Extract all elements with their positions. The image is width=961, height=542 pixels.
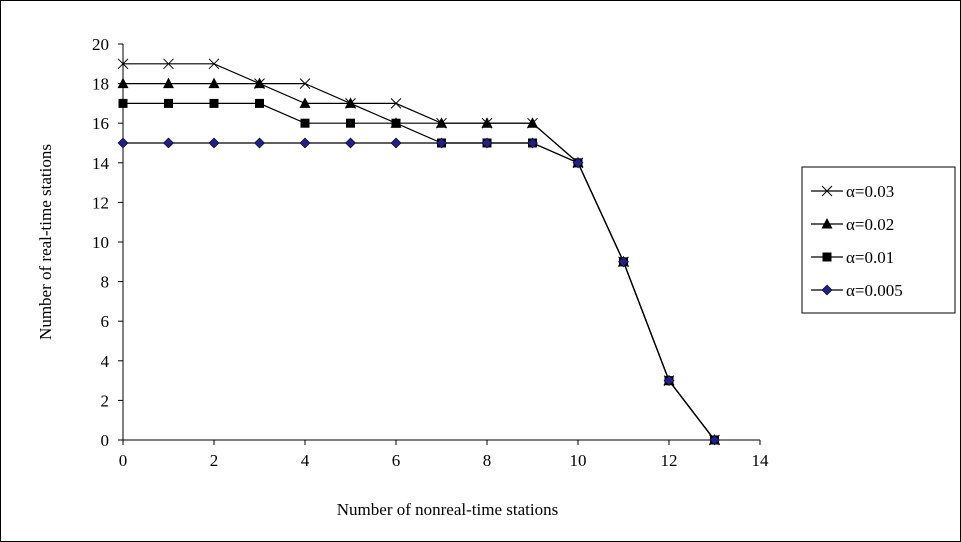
series-line-0 (123, 63, 715, 441)
data-point-s0-6-stroke (390, 98, 402, 109)
data-point-s1-1 (163, 77, 174, 89)
data-point-s3-12 (663, 375, 675, 387)
data-point-s0-0-stroke (117, 58, 129, 70)
data-point-s3-9 (527, 137, 538, 149)
data-point-s2-4 (300, 118, 310, 128)
data-point-s3-13 (709, 434, 720, 446)
data-point-s0-2-stroke (208, 58, 220, 70)
data-point-s0-1 (163, 58, 174, 70)
x-tick-label: 10 (570, 451, 587, 470)
data-point-s1-8 (481, 117, 493, 128)
legend-marker-3 (821, 284, 833, 296)
legend-marker-1 (821, 218, 833, 229)
y-tick-label: 12 (92, 193, 109, 212)
data-point-s3-1 (163, 137, 174, 149)
legend-marker-0 (821, 185, 833, 197)
legend-label-0: α=0.03 (846, 182, 894, 201)
data-point-s2-5 (346, 118, 355, 128)
data-point-s1-0 (117, 77, 129, 89)
legend-label-3: α=0.005 (846, 281, 903, 300)
y-tick-label: 0 (101, 431, 110, 450)
data-point-s3-0 (117, 137, 129, 149)
y-tick-label: 18 (92, 75, 109, 94)
x-axis-title: Number of nonreal-time stations (337, 500, 558, 519)
x-tick-label: 0 (119, 451, 128, 470)
data-point-s1-4 (299, 97, 311, 108)
data-point-s3-2 (208, 137, 220, 149)
x-tick-label: 4 (301, 451, 310, 470)
legend-label-2: α=0.01 (846, 248, 894, 267)
y-tick-label: 4 (101, 352, 110, 371)
y-axis-title: Number of real-time stations (36, 144, 55, 340)
data-point-s1-2 (208, 77, 220, 89)
x-tick-label: 6 (392, 451, 401, 470)
data-point-s3-4 (299, 137, 311, 149)
series-line-2 (123, 102, 715, 441)
data-point-s0-2 (208, 58, 220, 70)
data-point-s2-1 (164, 98, 173, 108)
y-tick-label: 14 (92, 154, 110, 173)
y-tick-label: 8 (101, 273, 110, 292)
data-point-s3-11 (618, 256, 629, 268)
legend-marker-2 (822, 252, 832, 262)
x-tick-label: 12 (661, 451, 678, 470)
y-tick-label: 6 (101, 312, 110, 331)
data-point-s1-7 (436, 117, 447, 128)
data-point-s2-0 (118, 98, 128, 108)
y-tick-label: 16 (92, 114, 109, 133)
data-point-s0-0 (117, 58, 129, 70)
x-tick-label: 8 (483, 451, 492, 470)
data-point-s0-4 (299, 78, 311, 89)
y-tick-label: 10 (92, 233, 109, 252)
y-tick-label: 20 (92, 35, 109, 54)
data-point-s0-4-stroke (299, 78, 311, 89)
x-tick-label: 14 (752, 451, 770, 470)
data-point-s1-3 (254, 77, 265, 89)
data-point-s3-7 (436, 137, 447, 149)
data-point-s0-6 (390, 98, 402, 109)
data-point-s3-8 (481, 137, 493, 149)
data-point-s2-6 (391, 118, 401, 128)
data-point-s1-5 (345, 97, 356, 108)
data-point-s3-5 (345, 137, 356, 149)
legend-label-1: α=0.02 (846, 215, 894, 234)
data-point-s1-9 (527, 117, 538, 128)
series-line-3 (123, 142, 715, 441)
data-point-s2-3 (255, 98, 264, 108)
data-point-s3-3 (254, 137, 265, 149)
data-point-s2-2 (209, 98, 219, 108)
y-tick-label: 2 (101, 391, 110, 410)
x-tick-label: 2 (210, 451, 219, 470)
data-point-s0-1-stroke (163, 58, 174, 70)
legend-marker-0-stroke (821, 185, 833, 197)
data-point-s3-6 (390, 137, 402, 149)
data-point-s3-10 (572, 157, 584, 169)
